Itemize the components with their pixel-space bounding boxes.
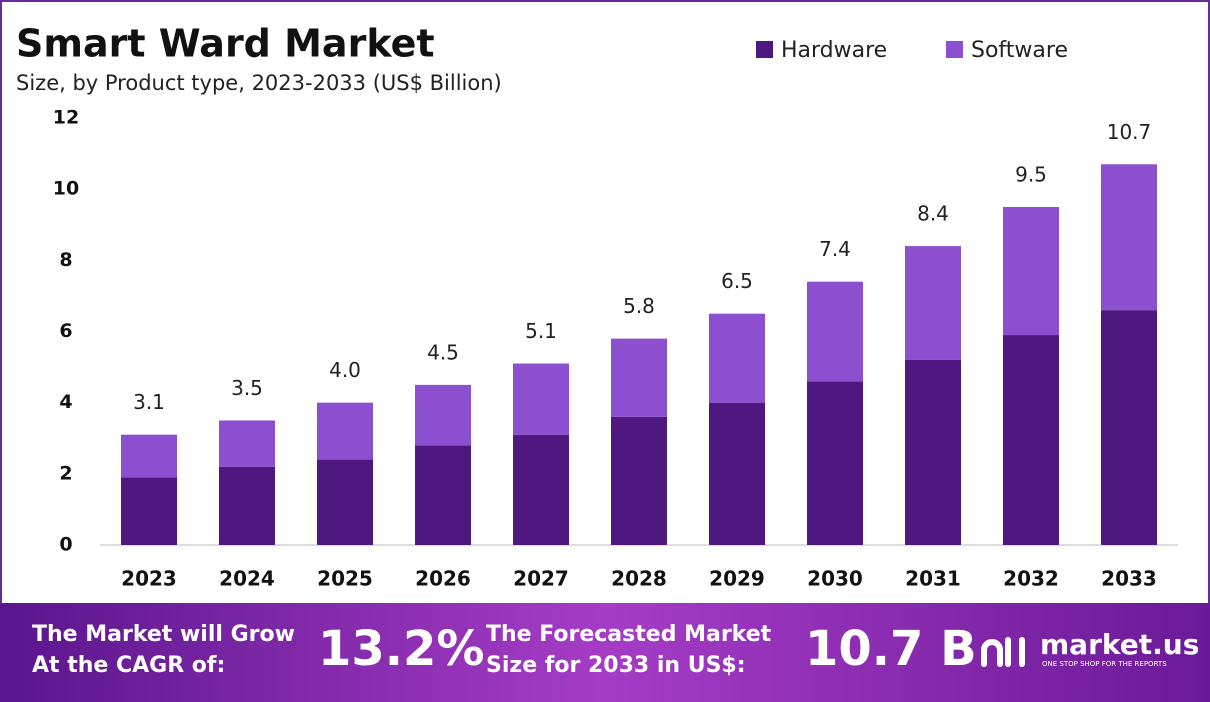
banner-text: The Forecasted Market bbox=[486, 622, 772, 647]
legend-label: Hardware bbox=[781, 38, 887, 63]
bar-segment bbox=[709, 402, 765, 545]
y-tick-label: 8 bbox=[59, 249, 72, 271]
bar-segment bbox=[513, 363, 569, 435]
logo: market.us bbox=[1040, 628, 1199, 661]
total-label: 6.5 bbox=[721, 269, 753, 293]
x-tick-label: 2026 bbox=[415, 567, 471, 591]
banner-value: 10.7 B bbox=[805, 621, 977, 677]
y-tick-label: 4 bbox=[59, 391, 72, 413]
bar-segment bbox=[317, 459, 373, 545]
bar-segment bbox=[709, 313, 765, 403]
total-label: 8.4 bbox=[917, 202, 949, 226]
bar-segment bbox=[219, 420, 275, 467]
bar-segment bbox=[219, 466, 275, 545]
x-tick-label: 2027 bbox=[513, 567, 569, 591]
banner-text: The Market will Grow bbox=[32, 622, 295, 647]
bar-segment bbox=[905, 359, 961, 545]
legend-label: Software bbox=[971, 38, 1068, 63]
bar-segment bbox=[121, 477, 177, 545]
bar-segment bbox=[1003, 206, 1059, 336]
chart-title: Smart Ward Market bbox=[16, 22, 435, 66]
x-tick-label: 2030 bbox=[807, 567, 863, 591]
x-tick-label: 2028 bbox=[611, 567, 667, 591]
banner-value: 13.2% bbox=[318, 621, 485, 677]
total-label: 5.1 bbox=[525, 319, 557, 343]
x-tick-label: 2033 bbox=[1101, 567, 1157, 591]
y-tick-label: 0 bbox=[59, 534, 72, 556]
bar-segment bbox=[1101, 164, 1157, 311]
bar-segment bbox=[317, 402, 373, 460]
y-tick-label: 6 bbox=[59, 320, 72, 342]
bar-segment bbox=[121, 434, 177, 478]
bar-segment bbox=[1003, 335, 1059, 545]
total-label: 5.8 bbox=[623, 294, 655, 318]
bar-segment bbox=[807, 281, 863, 382]
bar-segment bbox=[807, 381, 863, 545]
total-label: 3.5 bbox=[231, 376, 263, 400]
total-label: 3.1 bbox=[133, 390, 165, 414]
x-tick-label: 2023 bbox=[121, 567, 177, 591]
total-label: 10.7 bbox=[1107, 120, 1152, 144]
y-tick-label: 12 bbox=[53, 107, 79, 129]
x-tick-label: 2032 bbox=[1003, 567, 1059, 591]
bar-segment bbox=[415, 445, 471, 545]
bar-segment bbox=[905, 246, 961, 360]
bar-segment bbox=[513, 434, 569, 545]
legend-swatch bbox=[756, 41, 773, 58]
total-label: 7.4 bbox=[819, 237, 851, 261]
logo-icon bbox=[981, 637, 1025, 667]
x-tick-label: 2029 bbox=[709, 567, 765, 591]
banner-text: At the CAGR of: bbox=[32, 653, 225, 678]
x-tick-label: 2025 bbox=[317, 567, 373, 591]
legend-swatch bbox=[946, 41, 963, 58]
y-tick-label: 10 bbox=[53, 178, 79, 200]
y-tick-label: 2 bbox=[59, 462, 72, 484]
total-label: 4.5 bbox=[427, 340, 459, 364]
bar-segment bbox=[611, 416, 667, 545]
total-label: 4.0 bbox=[329, 358, 361, 382]
x-tick-label: 2024 bbox=[219, 567, 275, 591]
x-tick-label: 2031 bbox=[905, 567, 961, 591]
banner-text: Size for 2033 in US$: bbox=[486, 653, 746, 678]
bar-segment bbox=[1101, 310, 1157, 545]
total-label: 9.5 bbox=[1015, 162, 1047, 186]
tagline: ONE STOP SHOP FOR THE REPORTS bbox=[1042, 660, 1167, 668]
bar-segment bbox=[611, 338, 667, 417]
bar-segment bbox=[415, 384, 471, 446]
chart-subtitle: Size, by Product type, 2023-2033 (US$ Bi… bbox=[16, 71, 502, 95]
